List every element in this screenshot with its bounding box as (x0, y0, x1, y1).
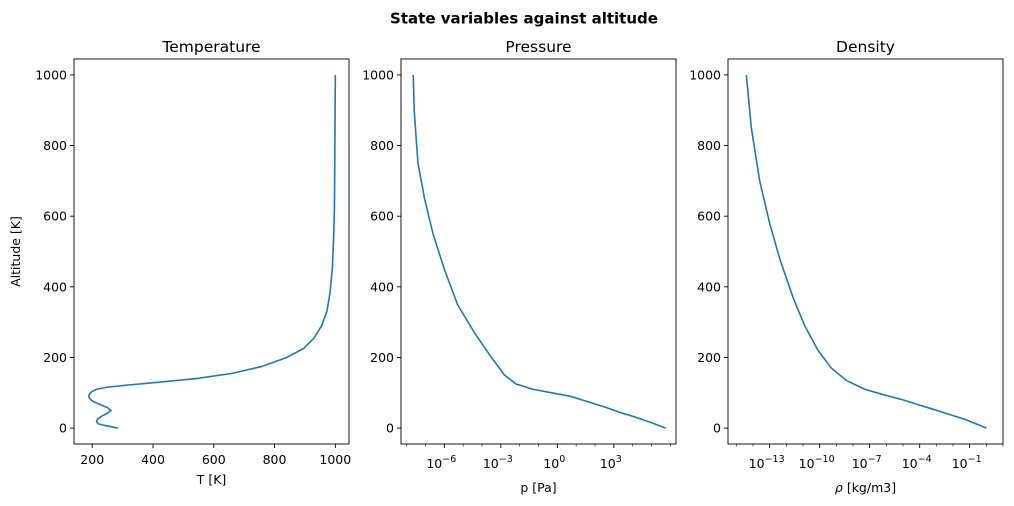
axes-frame (73, 58, 350, 445)
axes-frame (727, 58, 1004, 445)
y-tick-label: 1000 (689, 67, 721, 82)
y-tick-label: 400 (697, 279, 721, 294)
x-tick-exponent: −1 (968, 454, 982, 465)
x-tick-exponent: 3 (616, 454, 622, 465)
subplot-1: Temperature 0 200 400 600 800 1000 200 400 600 800… (8, 38, 351, 487)
y-tick-label: 200 (43, 350, 67, 365)
x-tick-exponent: −6 (442, 454, 456, 465)
x-tick-exponent: 0 (559, 454, 565, 465)
y-tick-label: 200 (370, 350, 394, 365)
x-tick-label: 1000 (319, 452, 351, 467)
x-axis-label: ρ [kg/m3] (835, 480, 896, 495)
subplot-2: Pressure 0 200 400 600 800 1000 10−6 10−3 100 103 p… (362, 38, 677, 495)
series-line (412, 74, 666, 429)
subplot-title: Density (836, 38, 895, 56)
x-tick-exponent: −10 (815, 454, 835, 465)
y-tick-label: 600 (43, 209, 67, 224)
x-tick-exponent: −4 (918, 454, 932, 465)
x-tick-label: 600 (202, 452, 226, 467)
y-tick-label: 400 (43, 279, 67, 294)
y-tick-label: 1000 (362, 67, 394, 82)
y-tick-label: 800 (370, 138, 394, 153)
x-tick-label: 10−13 (749, 454, 785, 471)
x-tick-exponent: −7 (868, 454, 882, 465)
x-tick-label: 10−6 (426, 454, 456, 471)
y-tick-label: 0 (59, 421, 67, 436)
y-tick-label: 600 (697, 209, 721, 224)
y-tick-label: 600 (370, 209, 394, 224)
x-tick-label: 800 (263, 452, 287, 467)
x-tick-label: 10−7 (852, 454, 882, 471)
x-tick-label: 100 (543, 454, 565, 471)
subplot-title: Temperature (161, 38, 260, 56)
x-tick-label: 200 (80, 452, 104, 467)
y-tick-label: 800 (43, 138, 67, 153)
x-axis-label: T [K] (196, 472, 227, 487)
axes-frame (400, 58, 677, 445)
figure-title: State variables against altitude (390, 10, 658, 28)
y-tick-label: 200 (697, 350, 721, 365)
subplot-3: Density 0 200 400 600 800 1000 10−13 10−10 10−7 10… (689, 38, 1004, 495)
x-tick-label: 10−4 (902, 454, 932, 471)
y-tick-label: 1000 (35, 67, 67, 82)
x-tick-label: 400 (141, 452, 165, 467)
subplot-title: Pressure (505, 38, 571, 56)
y-tick-label: 400 (370, 279, 394, 294)
y-tick-label: 0 (386, 421, 394, 436)
x-tick-label: 10−3 (483, 454, 513, 471)
x-tick-exponent: −3 (499, 454, 513, 465)
y-axis-label: Altitude [K] (8, 216, 23, 287)
x-tick-label: 10−1 (952, 454, 982, 471)
x-tick-label: 103 (600, 454, 622, 471)
x-tick-exponent: −13 (765, 454, 785, 465)
y-tick-label: 0 (713, 421, 721, 436)
series-line (87, 74, 337, 429)
x-tick-label: 10−10 (799, 454, 835, 471)
x-axis-label: p [Pa] (520, 480, 556, 495)
series-line (745, 74, 987, 429)
y-tick-label: 800 (697, 138, 721, 153)
